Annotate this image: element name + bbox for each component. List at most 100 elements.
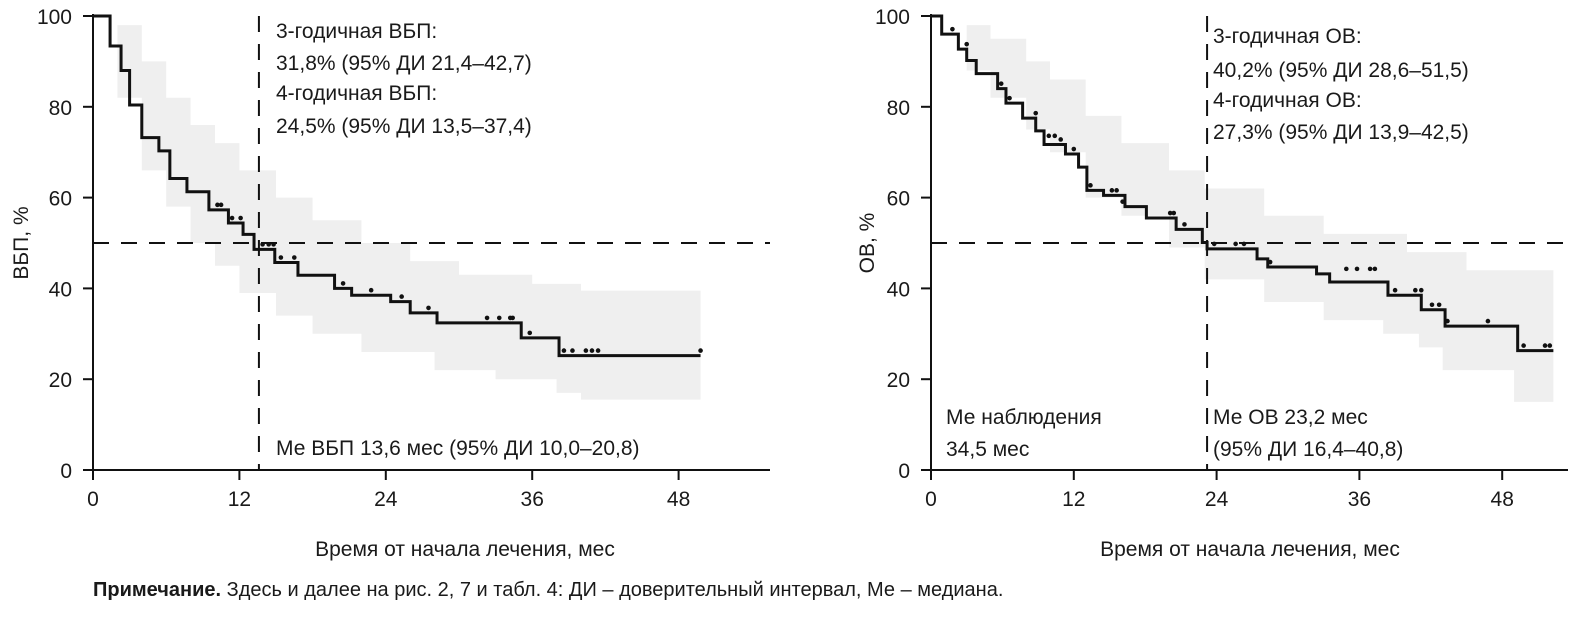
x-tick-label: 12 [1062, 488, 1085, 511]
censor-mark [278, 255, 284, 260]
censor-mark [570, 348, 575, 353]
x-tick-label: 0 [87, 488, 99, 511]
censor-mark [1429, 302, 1435, 308]
censor-mark [589, 348, 595, 353]
y-axis-label: ОВ, % [856, 213, 879, 274]
x-tick-label: 12 [228, 488, 251, 511]
censor-mark [1521, 343, 1526, 348]
censor-mark [271, 242, 276, 247]
pfs-chart: 0 20 40 60 80 100 0 12 24 36 48 3-годичная ВБП: 31… [10, 6, 770, 561]
annotation-4y-pfs-value: 24,5% (95% ДИ 13,5–37,4) [276, 115, 532, 138]
censor-mark [1542, 343, 1548, 348]
annotation-3y-pfs-value: 31,8% (95% ДИ 21,4–42,7) [276, 52, 532, 75]
censor-mark [1058, 137, 1064, 142]
censor-mark [1413, 287, 1418, 293]
annotation-3y-os-label: 3-годичная ОВ: [1213, 25, 1362, 48]
censor-mark [292, 255, 297, 260]
annotation-4y-pfs-label: 4-годичная ВБП: [276, 82, 437, 105]
censor-mark [1372, 266, 1378, 272]
censor-mark [1267, 259, 1273, 265]
censor-mark [1182, 222, 1187, 227]
censor-mark [1088, 183, 1093, 188]
y-tick-label: 100 [875, 6, 910, 29]
censor-mark [1367, 266, 1373, 272]
censor-mark [561, 348, 567, 353]
censor-mark [238, 215, 243, 221]
censor-mark [1211, 241, 1217, 247]
censor-mark [215, 202, 220, 208]
censor-mark [1547, 343, 1553, 348]
censor-mark [496, 315, 502, 321]
censor-mark [484, 315, 490, 321]
censor-mark [1344, 266, 1349, 272]
x-tick-label: 36 [1348, 488, 1371, 511]
confidence-band [931, 16, 1554, 402]
censor-mark [1033, 110, 1039, 116]
censor-mark [1418, 287, 1424, 293]
censor-mark [1114, 188, 1119, 193]
censor-mark [1007, 95, 1012, 101]
median-os-text: Ме ОВ 23,2 мес [1213, 406, 1368, 429]
note-text: Здесь и далее на рис. 2, 7 и табл. 4: ДИ… [221, 579, 1004, 601]
x-axis-label: Время от начала лечения, мес [1100, 538, 1400, 561]
y-tick-label: 20 [49, 369, 72, 392]
censor-mark [1109, 188, 1115, 193]
median-os-ci: (95% ДИ 16,4–40,8) [1213, 438, 1403, 461]
confidence-band [93, 16, 701, 400]
plot-marks: 0 20 40 60 80 100 0 12 24 36 48 [37, 6, 770, 511]
x-tick-label: 48 [667, 488, 690, 511]
censor-mark [340, 281, 346, 286]
censor-mark [266, 242, 271, 247]
x-tick-label: 48 [1491, 488, 1514, 511]
censor-mark [964, 41, 969, 47]
annotation-4y-os-label: 4-годичная ОВ: [1213, 89, 1362, 112]
y-tick-label: 40 [49, 278, 72, 301]
censor-mark [595, 348, 601, 353]
censor-mark [1171, 210, 1177, 216]
median-pfs-text: Ме ВБП 13,6 мес (95% ДИ 10,0–20,8) [276, 437, 640, 460]
censor-mark [1354, 266, 1360, 272]
censor-mark [260, 242, 265, 247]
censor-mark [950, 26, 955, 32]
censor-mark [229, 215, 235, 221]
censor-mark [583, 348, 589, 353]
censor-mark [368, 287, 374, 293]
followup-value: 34,5 мес [946, 438, 1029, 461]
censor-mark [1241, 241, 1247, 247]
y-tick-label: 80 [49, 97, 72, 120]
censor-mark [1052, 133, 1058, 139]
x-tick-label: 36 [521, 488, 544, 511]
y-tick-label: 80 [887, 97, 910, 120]
annotation-4y-os-value: 27,3% (95% ДИ 13,9–42,5) [1213, 121, 1469, 144]
y-tick-label: 60 [49, 188, 72, 211]
annotation-3y-pfs-label: 3-годичная ВБП: [276, 20, 437, 43]
y-tick-label: 60 [887, 188, 910, 211]
followup-label: Ме наблюдения [946, 406, 1102, 429]
censor-mark [1167, 210, 1173, 216]
figure-note: Примечание. Здесь и далее на рис. 2, 7 и… [93, 579, 1003, 602]
censor-mark [1485, 318, 1491, 324]
note-label: Примечание. [93, 579, 222, 601]
annotation-3y-os-value: 40,2% (95% ДИ 28,6–51,5) [1213, 59, 1469, 82]
censor-mark [1445, 318, 1450, 324]
censor-mark [510, 315, 515, 321]
censor-mark [998, 81, 1004, 86]
x-tick-label: 0 [925, 488, 937, 511]
censor-mark [1392, 287, 1398, 293]
x-tick-label: 24 [1205, 488, 1229, 511]
survival-curve [93, 14, 701, 358]
censor-mark [1071, 146, 1077, 152]
plot-marks: 0 20 40 60 80 100 0 12 24 36 48 [875, 6, 1568, 511]
x-tick-label: 24 [374, 488, 398, 511]
x-axis-label: Время от начала лечения, мес [315, 538, 615, 561]
y-tick-label: 20 [887, 369, 910, 392]
censor-mark [1436, 302, 1442, 308]
censor-mark [218, 202, 224, 208]
y-tick-label: 40 [887, 278, 910, 301]
censor-mark [1233, 241, 1238, 247]
y-tick-label: 0 [898, 460, 910, 483]
censor-mark [399, 294, 404, 299]
survival-curve [931, 14, 1554, 353]
censor-mark [1120, 199, 1125, 204]
